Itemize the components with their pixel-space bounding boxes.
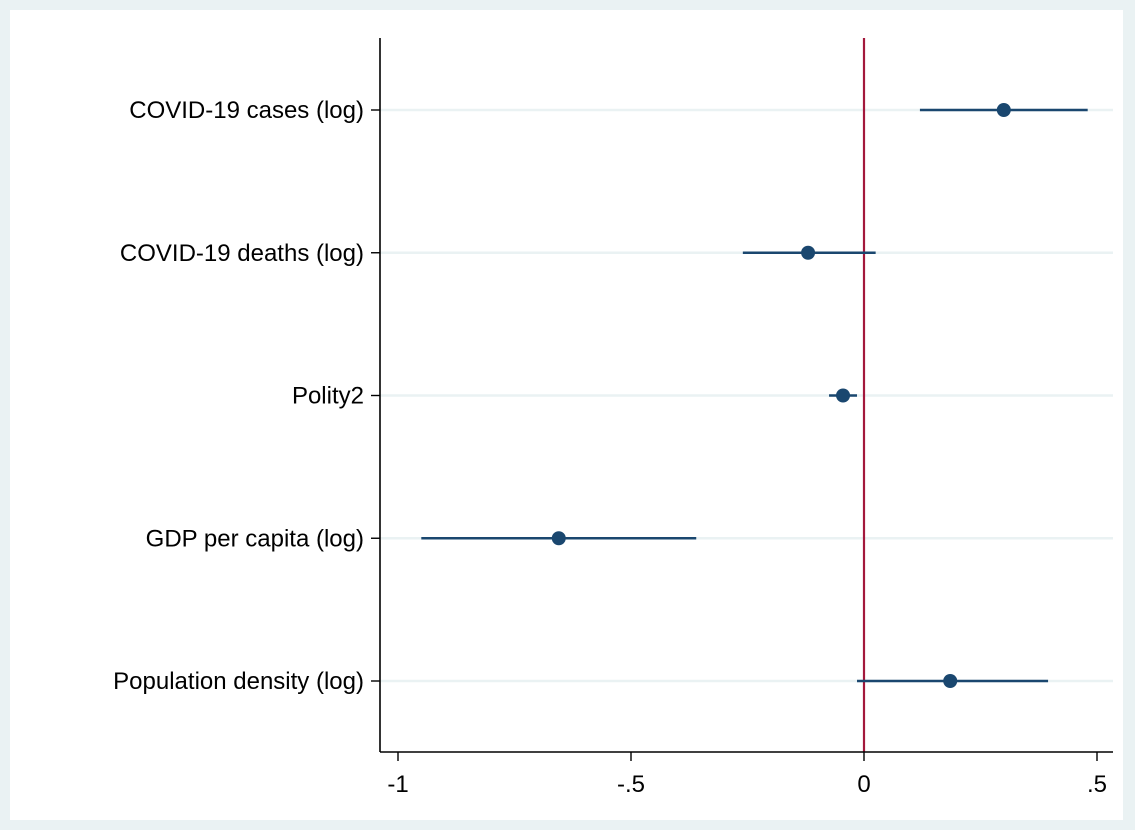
x-tick-label: 0 <box>857 771 870 798</box>
point-estimate <box>836 388 851 403</box>
y-tick-label: Polity2 <box>292 383 364 410</box>
point-estimate <box>943 674 958 688</box>
y-tick-label: Population density (log) <box>113 668 364 695</box>
labels: -1 -.5 0 .5 COVID-19 cases (log) COVID-19 dea… <box>113 97 1107 798</box>
point-estimate <box>996 103 1011 117</box>
y-tick-label: COVID-19 deaths (log) <box>120 240 364 267</box>
point-estimate <box>551 531 566 546</box>
x-tick-label: .5 <box>1087 771 1107 798</box>
x-tick-label: -1 <box>387 771 408 798</box>
x-tick-label: -.5 <box>617 771 645 798</box>
y-tick-label: COVID-19 cases (log) <box>129 97 364 124</box>
plot-area <box>10 10 1123 820</box>
y-tick-label: GDP per capita (log) <box>146 525 364 552</box>
axes <box>371 38 1113 761</box>
data-marks <box>421 103 1088 688</box>
point-estimate <box>801 245 816 260</box>
